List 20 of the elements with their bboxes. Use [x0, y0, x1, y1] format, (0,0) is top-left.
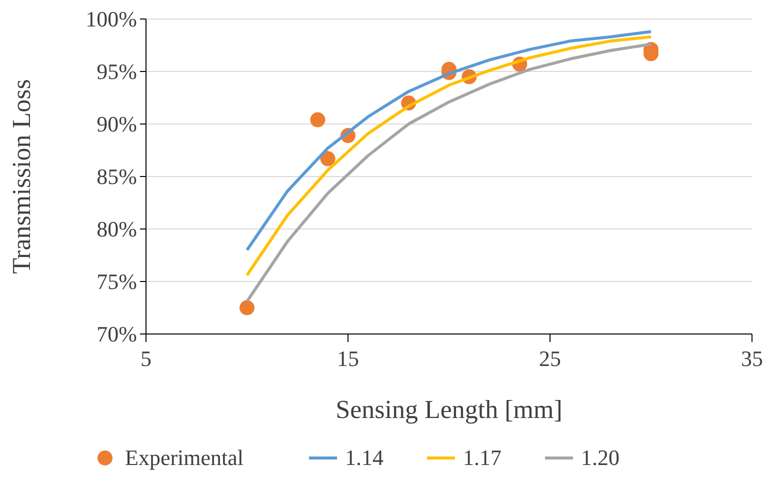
x-tick-label: 25: [539, 346, 561, 371]
x-tick-label: 5: [140, 346, 152, 371]
point: [320, 151, 336, 166]
legend-label: 1.20: [581, 445, 620, 470]
x-tick-label: 15: [337, 346, 359, 371]
x-axis-title: Sensing Length [mm]: [336, 395, 562, 424]
y-tick-label: 100%: [86, 6, 137, 32]
legend-label: 1.14: [345, 445, 384, 470]
y-tick-label: 90%: [96, 112, 137, 137]
y-tick-label: 95%: [96, 59, 137, 84]
point: [310, 112, 326, 128]
y-tick-label: 80%: [96, 216, 137, 242]
y-axis-title: Transmission Loss: [7, 79, 36, 274]
x-tick-label: 35: [741, 346, 763, 371]
legend-label: Experimental: [125, 445, 244, 470]
y-tick-label: 85%: [96, 164, 137, 190]
y-tick-label: 70%: [96, 322, 137, 347]
legend-label: 1.17: [463, 445, 502, 470]
point: [240, 300, 254, 316]
y-tick-label: 75%: [96, 269, 137, 294]
